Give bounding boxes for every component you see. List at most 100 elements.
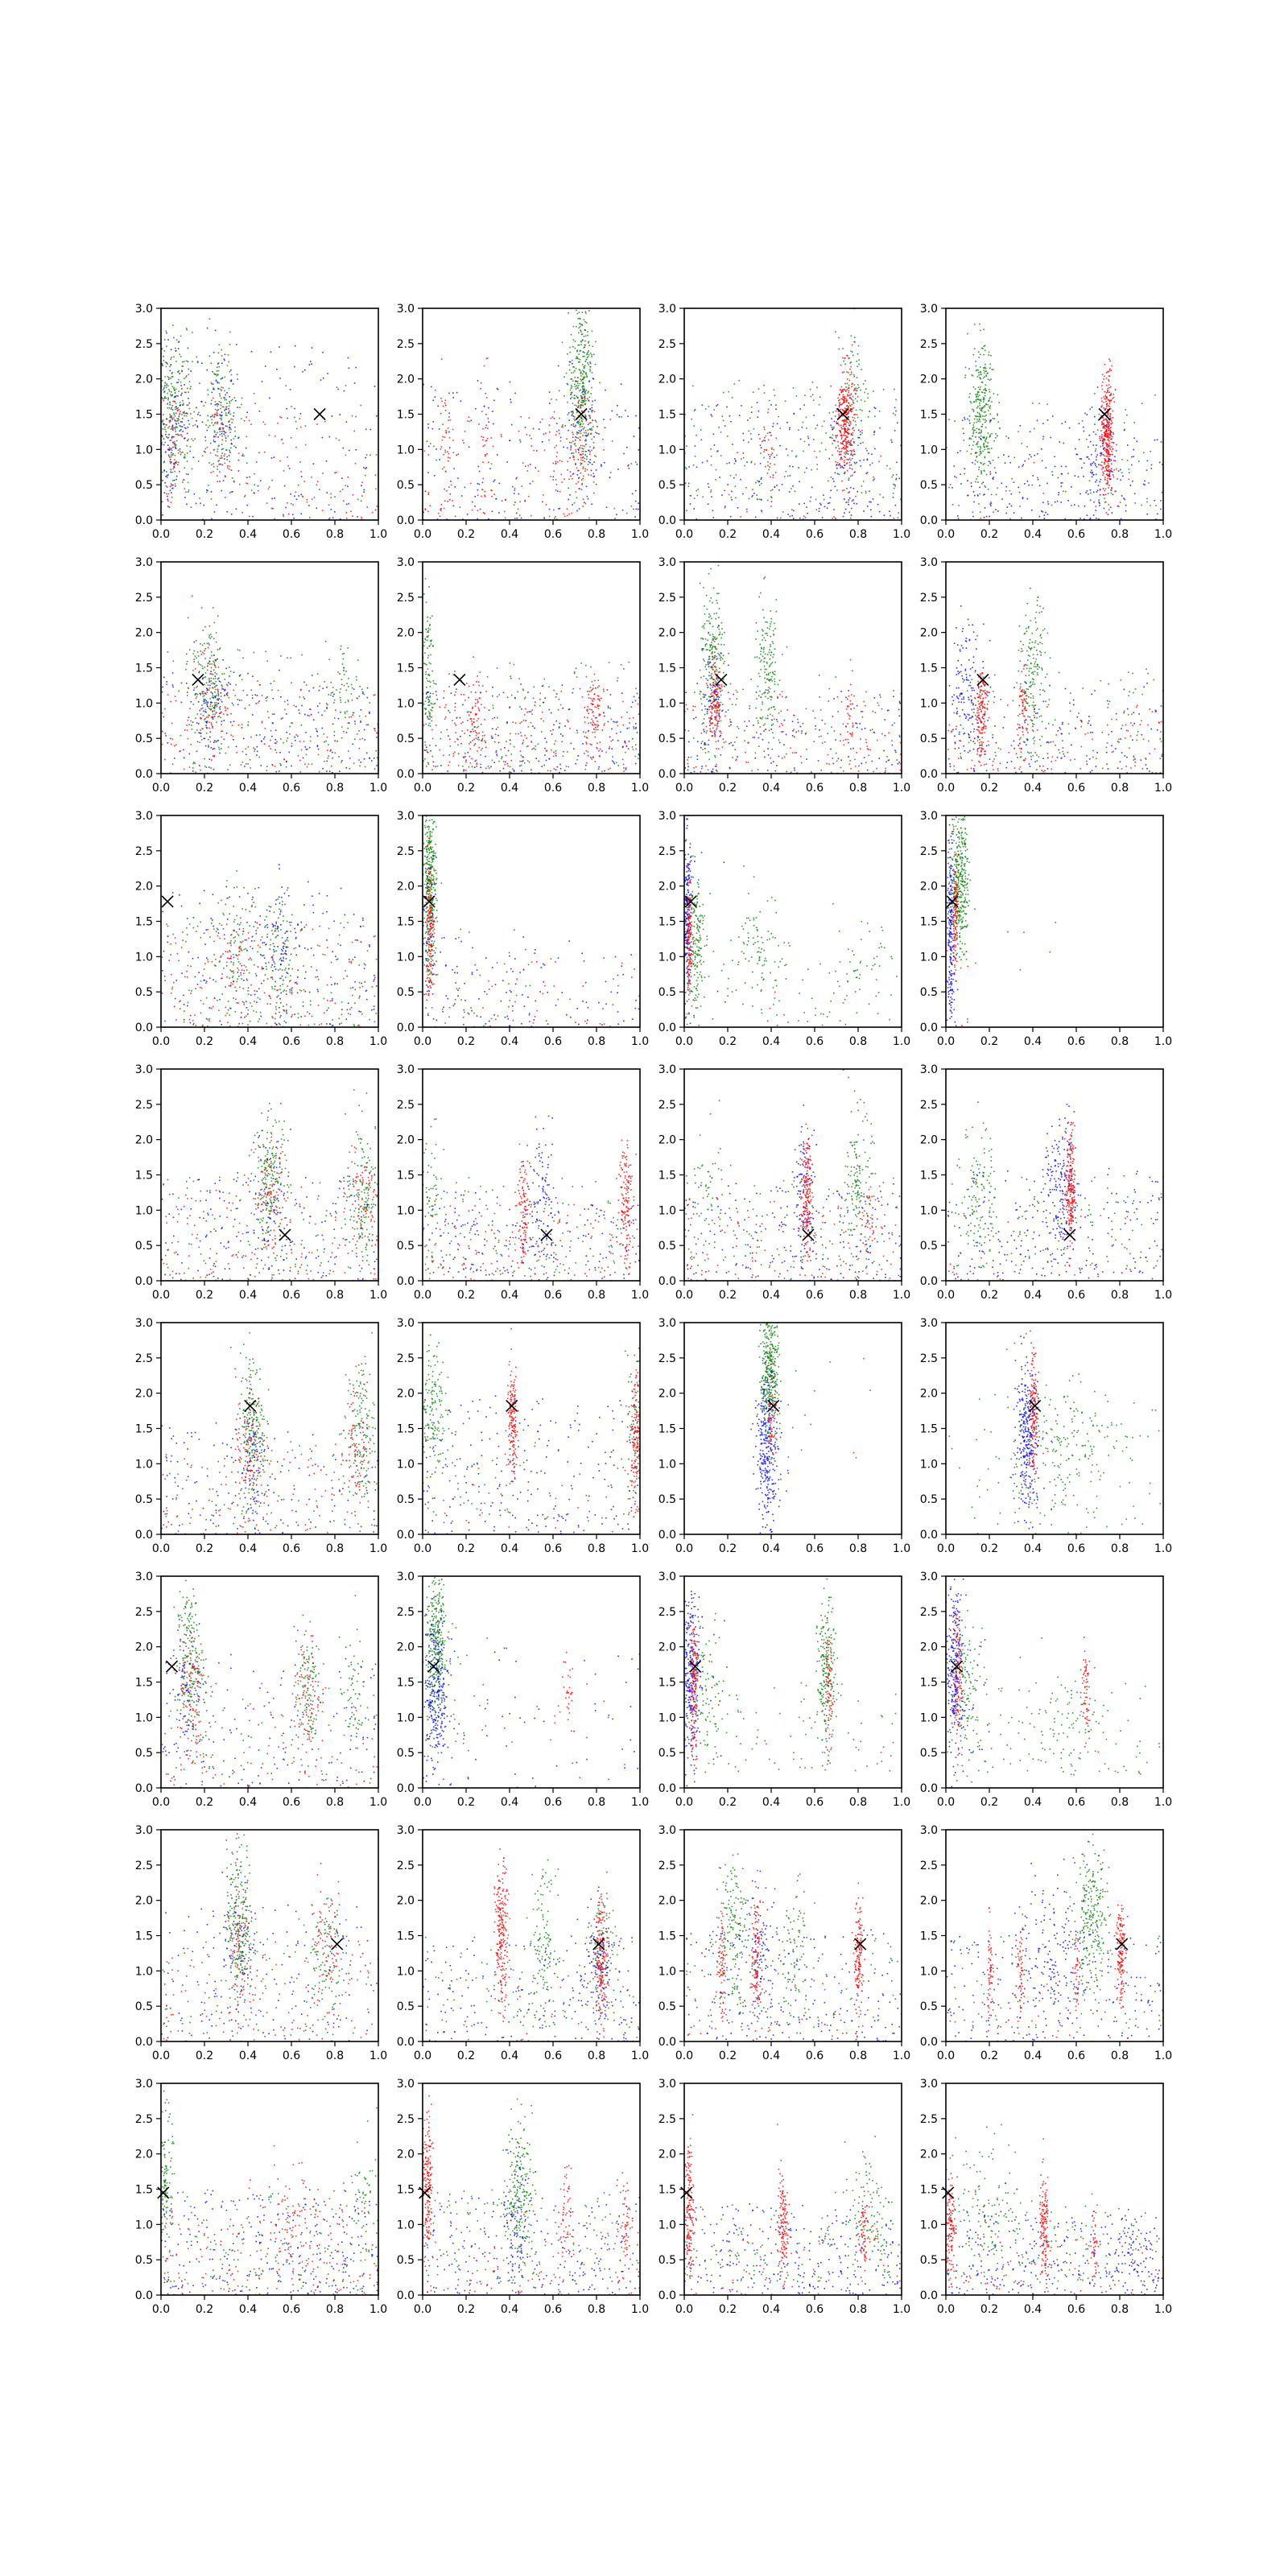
- data-point: [844, 456, 845, 457]
- data-point: [167, 407, 169, 409]
- data-point: [895, 478, 897, 481]
- data-point: [1101, 374, 1104, 376]
- data-point: [345, 518, 348, 519]
- data-point: [1101, 385, 1103, 386]
- data-point: [585, 358, 588, 361]
- data-point: [220, 712, 221, 714]
- data-point: [485, 440, 488, 441]
- data-point: [209, 731, 212, 733]
- data-point: [222, 688, 225, 690]
- data-point: [840, 467, 841, 469]
- data-point: [988, 448, 990, 450]
- data-point: [688, 466, 690, 468]
- data-point: [575, 491, 577, 493]
- data-point: [510, 677, 512, 679]
- data-point: [1112, 416, 1114, 419]
- data-point: [579, 317, 580, 320]
- data-point: [209, 704, 212, 705]
- data-point: [376, 737, 378, 738]
- data-point: [203, 504, 204, 506]
- data-point: [219, 428, 221, 431]
- data-point: [971, 448, 973, 450]
- data-point: [601, 465, 602, 467]
- data-point: [844, 440, 846, 442]
- data-point: [795, 455, 798, 457]
- data-point: [163, 339, 166, 341]
- data-point: [808, 444, 810, 446]
- data-point: [245, 748, 247, 749]
- data-point: [577, 318, 580, 320]
- data-point: [174, 483, 176, 485]
- data-point: [423, 383, 424, 386]
- data-point: [893, 412, 894, 415]
- data-point: [818, 510, 820, 512]
- data-point: [1077, 476, 1080, 478]
- data-point: [1046, 482, 1048, 485]
- data-point: [188, 381, 191, 382]
- data-point: [770, 447, 773, 449]
- data-point: [166, 486, 168, 488]
- data-point: [1067, 473, 1069, 474]
- data-point: [968, 444, 970, 447]
- data-point: [757, 416, 759, 418]
- data-point: [206, 727, 208, 729]
- data-point: [246, 416, 247, 418]
- data-point: [1108, 405, 1109, 407]
- data-point: [1106, 422, 1108, 423]
- data-point: [268, 745, 270, 747]
- data-point: [897, 517, 899, 518]
- data-point: [261, 720, 263, 723]
- data-point: [201, 455, 204, 457]
- data-point: [980, 452, 982, 454]
- data-point: [186, 328, 188, 331]
- data-point: [184, 411, 185, 413]
- data-point: [188, 687, 189, 690]
- data-point: [242, 750, 244, 753]
- data-point: [638, 427, 640, 429]
- data-point: [833, 481, 835, 482]
- data-point: [1116, 444, 1117, 446]
- data-point: [846, 445, 848, 448]
- data-point: [980, 371, 981, 374]
- data-point: [969, 401, 972, 402]
- data-point: [713, 444, 716, 446]
- data-point: [842, 515, 844, 518]
- data-point: [1104, 427, 1106, 430]
- data-point: [1095, 448, 1097, 450]
- data-point: [583, 386, 585, 388]
- data-point: [1105, 400, 1107, 402]
- data-point: [850, 397, 852, 399]
- data-point: [835, 437, 837, 439]
- data-point: [1105, 450, 1107, 452]
- data-point: [1107, 470, 1109, 473]
- data-point: [701, 404, 704, 407]
- data-point: [630, 506, 633, 507]
- data-point: [1102, 454, 1104, 456]
- data-point: [498, 512, 500, 514]
- data-point: [576, 357, 579, 360]
- data-point: [180, 402, 181, 403]
- data-point: [242, 453, 244, 456]
- data-point: [274, 766, 276, 767]
- data-point: [376, 757, 378, 758]
- data-point: [1110, 459, 1112, 460]
- data-point: [975, 444, 977, 445]
- data-point: [175, 478, 177, 481]
- data-point: [172, 463, 175, 465]
- data-point: [330, 509, 332, 510]
- data-point: [484, 444, 485, 446]
- data-point: [182, 431, 184, 432]
- data-point: [163, 492, 166, 493]
- data-point: [213, 669, 215, 671]
- data-point: [304, 425, 307, 427]
- data-point: [210, 472, 213, 473]
- data-point: [1134, 502, 1136, 504]
- data-point: [853, 390, 855, 391]
- data-point: [840, 403, 843, 406]
- data-point: [332, 517, 334, 518]
- data-point: [577, 402, 580, 403]
- data-point: [843, 395, 844, 398]
- data-point: [807, 512, 808, 514]
- data-point: [842, 441, 844, 443]
- data-point: [196, 741, 199, 743]
